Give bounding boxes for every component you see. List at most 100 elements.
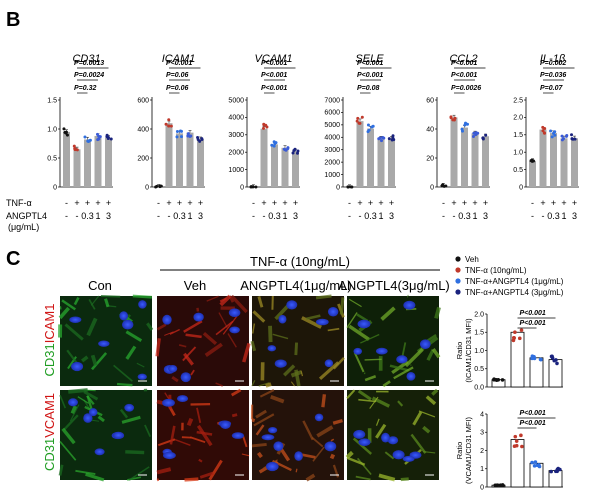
y-tick-label: 1000 [324, 172, 340, 179]
chart-4: CCL20204060P=0.0026P<0.001P<0.001--+-+0.… [426, 53, 490, 221]
chart-title: ICAM1 [162, 53, 196, 65]
row-label-1-green: CD31 [42, 343, 57, 376]
cell-fiber [218, 312, 228, 328]
y-tick-label: 1.5 [474, 330, 484, 337]
angptl4-row-label: ANGPTL4 [6, 211, 47, 221]
angptl4-value: - [252, 211, 255, 221]
cell-fiber [190, 436, 206, 444]
nucleus [69, 316, 82, 323]
cell-fiber [259, 389, 275, 398]
data-point [512, 336, 516, 340]
data-point [186, 134, 190, 138]
data-point [494, 378, 498, 382]
data-point [495, 483, 500, 487]
y-tick-label: 1 [480, 466, 484, 473]
tnf-sign: - [442, 198, 445, 208]
data-point [449, 115, 453, 119]
cell-fiber [61, 299, 76, 311]
cell-fiber [171, 375, 179, 383]
bar [510, 331, 525, 388]
pvalue-label: P<0.001 [357, 60, 383, 67]
nucleus [231, 432, 245, 439]
data-point [254, 185, 258, 189]
data-point [571, 137, 575, 141]
tnf-sign: + [389, 198, 394, 208]
cell-fiber [136, 362, 145, 368]
data-point [360, 115, 364, 119]
cell-fiber [155, 338, 161, 357]
cell-fiber [58, 306, 71, 320]
cell-fiber [196, 430, 213, 436]
nucleus [315, 318, 329, 326]
cell-fiber [418, 410, 436, 418]
pvalue-label: P=0.0013 [74, 60, 104, 67]
nucleus [324, 441, 337, 452]
data-point [356, 116, 360, 120]
tnf-sign: + [357, 198, 362, 208]
bar [529, 357, 544, 388]
bar [292, 151, 299, 187]
angptl4-value: 0.3 [364, 211, 377, 221]
y-tick-label: 2.0 [513, 115, 523, 122]
cell-fiber [58, 464, 64, 476]
panel-b-letter: B [6, 9, 20, 31]
cell-fiber [253, 413, 275, 427]
data-point [474, 131, 478, 135]
y-tick-label: 1.5 [513, 132, 523, 139]
cell-fiber [59, 394, 67, 409]
nucleus [274, 359, 287, 368]
data-point [382, 136, 386, 140]
data-point [75, 148, 79, 152]
data-point [517, 336, 522, 341]
tnf-sign: + [451, 198, 456, 208]
bar [450, 117, 458, 187]
treatment-header: TNF-α (10ng/mL) [250, 254, 350, 269]
cell-fiber [86, 317, 98, 337]
data-point [387, 137, 391, 141]
data-point [366, 123, 370, 127]
data-point [164, 122, 168, 126]
cell-fiber [183, 352, 194, 366]
data-point [465, 122, 469, 126]
data-point [549, 129, 553, 133]
bar [388, 138, 395, 187]
data-point [72, 144, 76, 148]
bar [550, 133, 557, 187]
angptl4-value: 1 [472, 211, 477, 221]
y-tick-label: 0 [145, 184, 149, 191]
cell-fiber [90, 352, 108, 371]
pvalue-label: P<0.001 [357, 72, 383, 79]
tnf-sign: + [261, 198, 266, 208]
data-point [175, 135, 179, 139]
cell-fiber [353, 352, 365, 373]
chart-title: IL-1β [540, 53, 566, 65]
data-point [463, 123, 467, 127]
ratio-chart-2: 0 1 2 3 4 Ratio(VCAM1/CD31 MFI) P<0.001 P<0.001 [455, 410, 563, 491]
legend-label: TNF-α+ANGPTL4 (3μg/mL) [465, 288, 564, 297]
data-point [96, 138, 100, 142]
bar [260, 128, 268, 187]
cell-fiber [355, 475, 371, 481]
nucleus [168, 364, 178, 373]
data-point [529, 159, 533, 163]
cell-fiber [311, 436, 324, 448]
y-tick-label: 4000 [324, 135, 340, 142]
legend-marker [455, 278, 461, 284]
nucleus [392, 450, 405, 460]
data-point [272, 140, 276, 144]
data-point [484, 133, 488, 137]
col-title-angptl4-3: ANGPTL4(3μg/mL) [338, 278, 450, 293]
cell-fiber [125, 345, 137, 360]
cell-fiber [305, 314, 321, 321]
micrograph-r2-c2 [156, 388, 250, 482]
data-point [513, 330, 517, 335]
cell-fiber [227, 333, 237, 348]
micrograph-r1-c3 [250, 294, 345, 388]
pvalue-label: P=0.06 [166, 72, 188, 79]
nucleus [267, 345, 277, 352]
cell-fiber [268, 325, 273, 343]
angptl4-value: 0.3 [173, 211, 186, 221]
row-label-2-red: VCAM1 [42, 393, 57, 438]
nucleus [193, 312, 204, 322]
